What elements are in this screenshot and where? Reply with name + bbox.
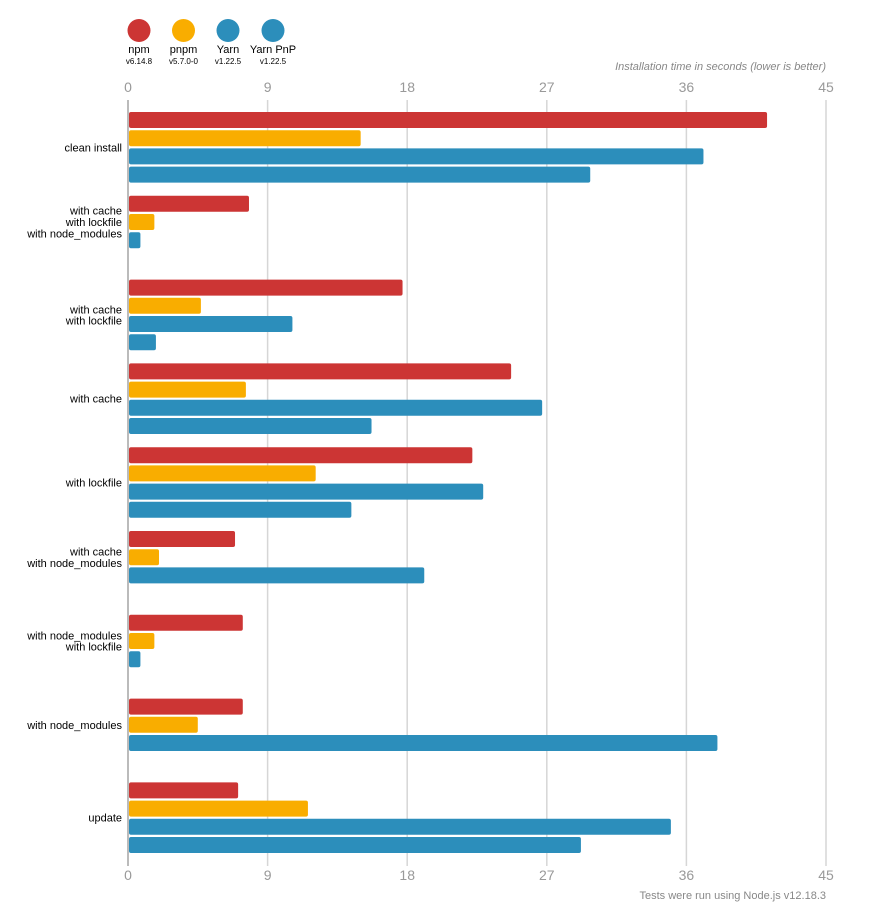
bar-pnpm <box>129 716 198 733</box>
bar-yarn-pnp <box>129 418 372 434</box>
bar-pnpm <box>129 465 316 482</box>
bar-yarn <box>129 483 484 500</box>
category-label: with node_modules <box>26 558 122 570</box>
x-tick-label-top: 18 <box>399 79 415 95</box>
bar-npm <box>129 698 243 715</box>
category-label: with cache <box>69 304 122 316</box>
bar-pnpm <box>129 130 361 147</box>
x-tick-label-top: 27 <box>539 79 555 95</box>
legend-marker <box>261 19 285 42</box>
bar-yarn <box>129 735 718 751</box>
bar-pnpm <box>129 381 246 398</box>
legend-marker <box>127 19 151 42</box>
category-label: with lockfile <box>65 478 122 490</box>
category-label: with lockfile <box>65 642 122 654</box>
bar-yarn <box>129 567 425 584</box>
bar-npm <box>129 614 243 631</box>
bars-layer <box>129 112 768 853</box>
x-tick-label-top: 45 <box>818 79 834 95</box>
category-label: with lockfile <box>65 316 122 328</box>
bar-npm <box>129 363 512 380</box>
bar-yarn <box>129 818 671 835</box>
legend-version: v5.7.0-0 <box>169 57 198 66</box>
bar-npm <box>129 531 236 547</box>
x-tick-label-bottom: 45 <box>818 867 834 883</box>
legend-name: pnpm <box>170 44 198 56</box>
x-tick-label-bottom: 36 <box>679 867 695 883</box>
category-label: with cache <box>69 394 122 406</box>
x-tick-label-bottom: 27 <box>539 867 555 883</box>
bar-pnpm <box>129 800 308 817</box>
legend-marker <box>172 19 195 42</box>
x-tick-label-top: 0 <box>124 79 132 95</box>
legend-version: v1.22.5 <box>215 57 242 66</box>
bar-npm <box>129 195 249 212</box>
bar-yarn-pnp <box>129 166 591 183</box>
bar-pnpm <box>129 214 155 230</box>
bar-yarn-pnp <box>129 837 581 853</box>
bar-yarn-pnp <box>129 501 352 518</box>
bar-pnpm <box>129 297 201 314</box>
bar-npm <box>129 279 403 296</box>
legend-name: Yarn PnP <box>250 44 296 56</box>
bar-yarn <box>129 651 141 668</box>
category-label: with node_modules <box>26 720 122 732</box>
legend-marker <box>216 19 240 42</box>
bar-npm <box>129 782 239 799</box>
x-tick-label-bottom: 0 <box>124 867 132 883</box>
bar-yarn <box>129 148 704 165</box>
bar-yarn-pnp <box>129 334 156 351</box>
category-label: update <box>88 813 122 825</box>
category-label: with node_modules <box>26 228 122 240</box>
bar-npm <box>129 447 473 464</box>
legend-name: Yarn <box>217 44 239 56</box>
x-tick-label-top: 36 <box>679 79 695 95</box>
category-label: with cache <box>69 206 122 218</box>
legend-name: npm <box>128 44 149 56</box>
x-axis-label: Installation time in seconds (lower is b… <box>615 61 826 73</box>
bar-yarn <box>129 399 543 416</box>
legend-version: v1.22.5 <box>260 57 287 66</box>
category-label: with lockfile <box>65 217 122 229</box>
bar-npm <box>129 112 768 128</box>
x-tick-label-bottom: 9 <box>264 867 272 883</box>
category-label: with node_modules <box>26 630 122 642</box>
category-label: clean install <box>65 142 122 154</box>
bar-yarn <box>129 316 293 332</box>
footnote: Tests were run using Node.js v12.18.3 <box>640 890 827 902</box>
bar-pnpm <box>129 549 160 566</box>
x-tick-label-top: 9 <box>264 79 272 95</box>
bar-pnpm <box>129 633 155 649</box>
x-tick-label-bottom: 18 <box>399 867 415 883</box>
bar-yarn <box>129 232 141 249</box>
category-label: with cache <box>69 547 122 559</box>
legend-version: v6.14.8 <box>126 57 153 66</box>
